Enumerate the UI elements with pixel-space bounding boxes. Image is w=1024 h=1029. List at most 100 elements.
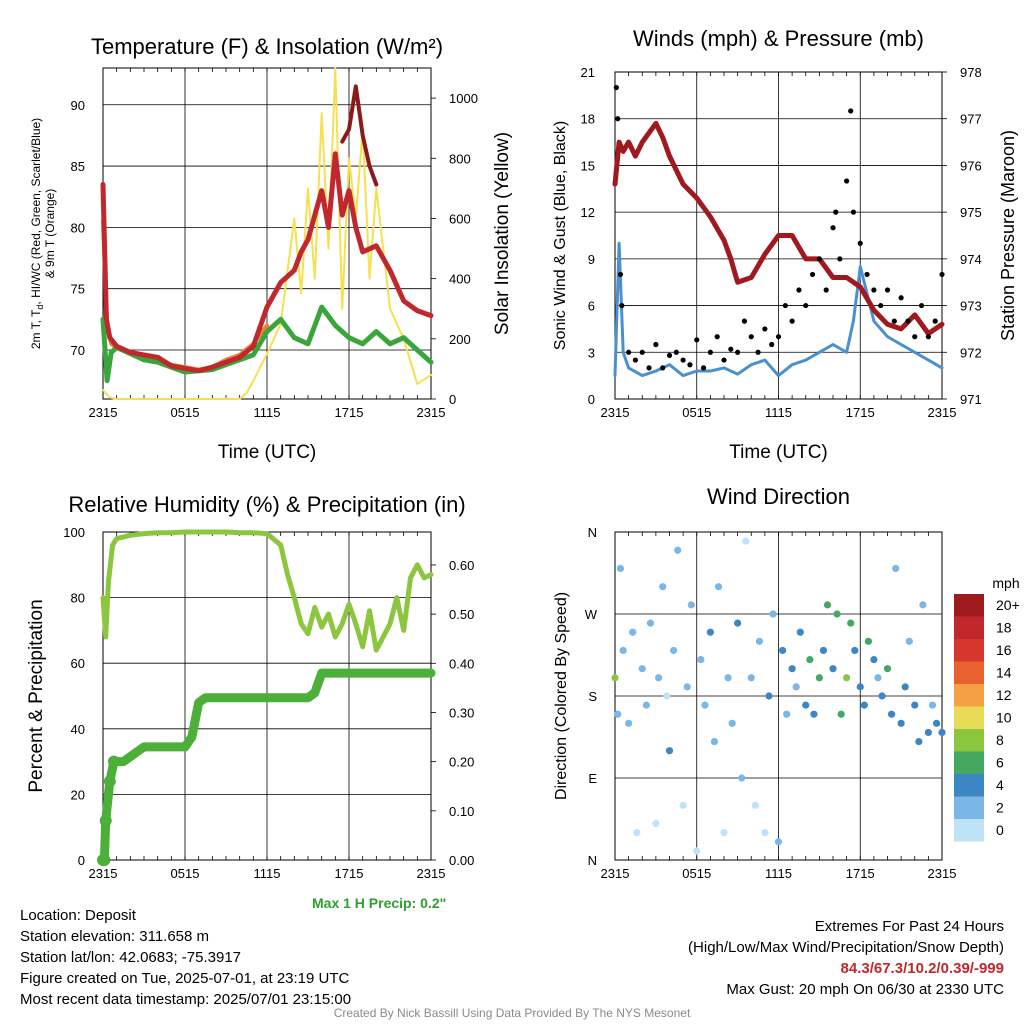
gust-point [700, 365, 707, 371]
wind-ytick-label: 15 [581, 158, 595, 173]
direction-point [669, 646, 678, 655]
gust-point [905, 318, 911, 324]
rh-panel-xtick-label: 2315 [417, 866, 446, 881]
gust-point [789, 318, 795, 324]
gust-point [755, 349, 761, 355]
rh-panel-xtick-label: 0515 [171, 866, 200, 881]
rh-line [100, 529, 434, 653]
precip-point [99, 814, 112, 827]
heat-index-line [340, 84, 379, 187]
wind-ytick-label: 21 [581, 65, 595, 80]
wind-panel-xtick-label: 1115 [765, 405, 792, 420]
created-text: Figure created on Tue, 2025-07-01, at 23… [20, 970, 350, 987]
direction-point [919, 601, 927, 609]
direction-point [829, 665, 837, 673]
gust-point [721, 357, 727, 363]
direction-point [751, 801, 759, 809]
gust-point [748, 334, 754, 340]
rh-ytick-label: 20 [71, 787, 85, 802]
gust-point [728, 346, 734, 352]
dir-ytick-label: N [588, 853, 597, 868]
temperature-line [100, 151, 434, 374]
direction-point [674, 546, 682, 554]
gust-point [833, 209, 839, 215]
rh-title: Relative Humidity (%) & Precipitation (i… [68, 492, 465, 517]
rh-ytick-label: 60 [71, 656, 85, 671]
gust-point [626, 349, 632, 355]
gust-point [775, 334, 782, 340]
wind-ytick-label: 18 [581, 112, 595, 127]
wind-ytick-label: 0 [588, 392, 595, 407]
colorbar-label: 14 [996, 665, 1012, 681]
direction-point [810, 710, 818, 718]
temp-ylabel-right: Solar Insolation (Yellow) [492, 132, 513, 335]
wind-panel-xtick-label: 0515 [682, 405, 711, 420]
wind-ytick-right-label: 972 [960, 345, 982, 360]
wind-ytick-right-label: 976 [960, 158, 982, 173]
direction-point [619, 646, 627, 655]
solar-line [102, 67, 432, 400]
wind-ytick-label: 12 [581, 205, 595, 220]
colorbar-swatch [954, 706, 984, 729]
colorbar-swatch [954, 774, 984, 797]
gust-point [871, 287, 877, 293]
direction-point [683, 683, 691, 691]
gust-point [884, 287, 891, 293]
temp-ytick-right-label: 200 [449, 332, 471, 347]
direction-point [837, 710, 845, 718]
rh-panel-xtick-label: 2315 [89, 866, 118, 881]
dir-ytick-label: N [588, 525, 597, 540]
sonic-wind-line [613, 241, 944, 378]
direction-point [734, 619, 742, 627]
gust-point [830, 225, 836, 231]
wind-ytick-label: 6 [588, 299, 595, 314]
dir-ylabel-left: Direction (Colored By Speed) [553, 592, 570, 800]
direction-point [823, 601, 832, 609]
credit-text: Created By Nick Bassill Using Data Provi… [333, 1006, 691, 1020]
gust-point [850, 209, 857, 215]
gust-point [782, 302, 788, 309]
direction-point [701, 701, 709, 709]
temp-ytick-label: 80 [71, 220, 85, 235]
dir-ytick-label: W [585, 607, 598, 622]
ylabel-part: 2m T, T [29, 309, 43, 349]
wind-title: Winds (mph) & Pressure (mb) [633, 26, 924, 51]
direction-point [788, 665, 796, 673]
direction-point [892, 564, 900, 573]
extremes-values: 84.3/67.3/10.2/0.39/-999 [840, 960, 1004, 977]
temp-ytick-label: 90 [71, 98, 85, 113]
gust-point [660, 365, 666, 371]
gust-point [646, 365, 652, 371]
location-text: Location: Deposit [20, 907, 136, 924]
rh-ytick-right-label: 0.10 [449, 804, 474, 819]
rh-ytick-label: 40 [71, 722, 85, 737]
direction-point [742, 537, 750, 545]
gust-point [680, 357, 686, 363]
gust-point [932, 318, 938, 324]
gust-point [653, 341, 659, 348]
gust-point [619, 302, 625, 309]
gust-point [639, 349, 645, 355]
direction-point [932, 719, 941, 727]
temp-ylabel-left: 2m T, Td, HI/WC (Red, Green, Scarlet/Blu… [29, 118, 45, 349]
colorbar-label: 4 [996, 777, 1004, 793]
temp-panel-xtick-label: 2315 [417, 405, 446, 420]
direction-point [663, 692, 671, 700]
direction-point [765, 692, 773, 700]
direction-point [642, 701, 650, 709]
temp-panel-xtick-label: 0515 [171, 405, 200, 420]
direction-point [864, 637, 873, 645]
direction-point [856, 683, 864, 691]
direction-point [638, 665, 646, 673]
rh-ytick-right-label: 0.30 [449, 705, 474, 720]
ylabel-part: , HI/WC (Red, Green, Scarlet/Blue) [29, 118, 43, 305]
gust-point [687, 362, 693, 368]
rh-ylabel-left: Percent & Precipitation [26, 599, 47, 792]
precip-point [103, 775, 116, 788]
colorbar-label: 12 [996, 687, 1012, 703]
temp-ytick-label: 75 [71, 282, 85, 297]
rh-ytick-right-label: 0.20 [449, 755, 474, 770]
recent-text: Most recent data timestamp: 2025/07/01 2… [20, 991, 352, 1008]
temp-ytick-right-label: 600 [449, 211, 471, 226]
direction-point [928, 701, 937, 709]
